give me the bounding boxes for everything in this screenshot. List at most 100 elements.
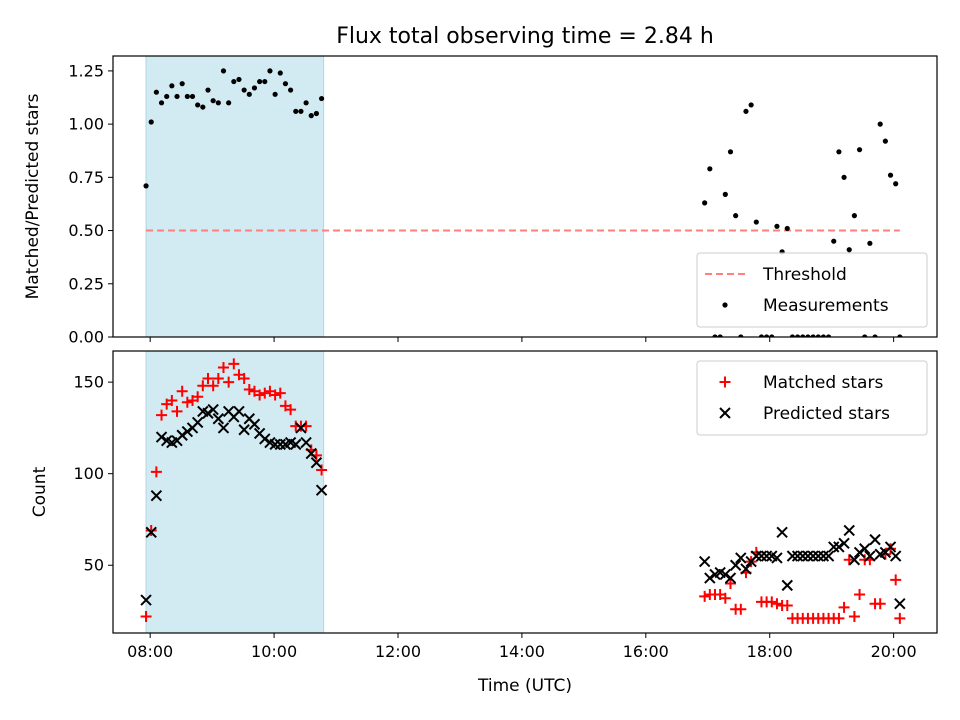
predicted-stars-point [859,543,871,555]
legend-predicted-swatch [719,407,731,419]
matched-stars-point [735,603,747,615]
matched-stars-point [854,589,866,601]
predicted-stars-point [864,550,876,562]
measurement-point [200,104,206,110]
measurement-point [825,334,832,337]
predicted-stars-point [760,550,773,562]
legend-x-label: Predicted stars [763,404,890,424]
measurement-point [246,91,252,97]
predicted-stars-point [310,456,323,469]
predicted-stars-point [729,559,742,571]
predicted-stars-point [181,425,194,438]
predicted-stars-point [884,541,897,553]
y-tick-label: 1.25 [68,61,104,80]
measurement-point [241,87,247,93]
measurement-point [727,149,734,155]
y-tick-label: 150 [73,373,104,392]
measurement-point [179,81,185,87]
predicted-stars-point [822,550,835,562]
measurement-point [882,138,888,144]
measurement-point [215,100,221,106]
predicted-stars-point [212,413,225,425]
matched-stars-point [879,548,891,560]
measurement-point [220,68,227,74]
matched-stars-point [197,380,209,392]
matched-stars-point [207,380,219,392]
measurement-point [805,334,811,337]
measurement-point [257,78,263,85]
measurement-point [872,334,878,337]
measurement-point [722,191,728,197]
matched-stars-point [781,600,793,612]
measurement-point [795,334,801,337]
matched-stars-point [269,389,281,401]
y-tick-label: 50 [84,556,104,575]
predicted-stars-point [786,550,799,562]
predicted-stars-point [894,597,906,610]
measurement-point [298,108,304,114]
measurement-point [784,225,790,232]
measurement-point [277,70,283,76]
x-tick-label: 08:00 [127,642,173,661]
measurement-point [169,83,175,89]
measurement-point [846,247,852,253]
predicted-stars-point [719,568,732,581]
x-tick-label: 10:00 [251,642,297,661]
matched-stars-point [259,387,271,399]
predicted-stars-point [191,416,204,429]
measurement-point [313,110,320,117]
x-axis-label: Time (UTC) [477,676,572,696]
matched-stars-point [217,361,229,373]
measurement-point [231,78,237,85]
measurement-point [810,334,816,337]
measurement-point [758,334,765,337]
count-panel: 50 100 150 08:00 10:00 12:00 14:00 16:00 18:00 20… [30,350,938,661]
measurement-point [893,181,899,187]
predicted-stars-point [838,537,850,549]
measurement-point [862,334,868,337]
measurement-point [318,95,325,102]
measurement-point [272,91,278,97]
predicted-stars-point [269,438,281,451]
measurement-point [189,93,196,100]
predicted-stars-point [802,550,814,562]
predicted-stars-point [704,572,716,584]
matched-stars-point [238,372,250,384]
matched-stars-point [171,405,183,417]
matched-stars-point [176,385,188,397]
y-tick-label: 100 [73,464,104,483]
measurement-point [236,76,242,83]
matched-stars-point [843,554,855,566]
matched-stars-point [202,372,214,384]
predicted-stars-point [176,429,188,441]
matched-stars-point [254,389,266,401]
measurement-point [867,240,873,246]
measurement-point [148,119,154,125]
predicted-stars-point [740,563,752,575]
measurement-point [774,223,780,229]
legend-matched-swatch [719,376,731,388]
data-layer [140,358,906,624]
matched-stars-point [156,409,168,421]
matched-stars-point [719,592,731,604]
predicted-stars-point [248,418,261,430]
predicted-stars-point [735,552,747,564]
matched-stars-point [150,466,162,478]
matched-stars-point [181,396,193,408]
predicted-stars-point [848,554,861,566]
matched-stars-point [140,611,152,623]
x-tick-label: 20:00 [871,642,917,661]
legend: Threshold Measurements [696,252,928,328]
matched-stars-point [838,601,850,613]
observing-span-shade [145,55,325,338]
matched-stars-point [724,578,736,590]
y-tick-label: 0.25 [68,274,104,293]
matched-stars-point [316,464,328,476]
predicted-stars-point [833,541,845,553]
matched-stars-point [145,524,157,536]
y-axis-label: Matched/Predicted stars [23,93,43,299]
predicted-stars-point [145,526,157,538]
predicted-stars-point [295,422,307,434]
measurement-point [877,121,883,127]
